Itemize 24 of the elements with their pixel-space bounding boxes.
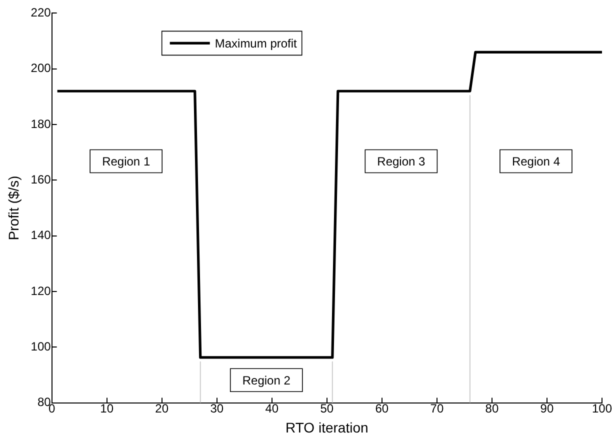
x-tick-label: 70 <box>430 401 444 416</box>
x-axis-title: RTO iteration <box>286 419 368 436</box>
x-tick-label: 50 <box>320 401 334 416</box>
y-tick-label: 120 <box>30 284 52 298</box>
y-tick-label: 220 <box>30 6 52 20</box>
x-tick-label: 80 <box>485 401 499 416</box>
annotation: Region 1 <box>102 154 150 169</box>
y-tick-label: 140 <box>30 228 52 242</box>
y-tick-label: 160 <box>30 172 52 186</box>
x-tick-label: 20 <box>155 401 169 416</box>
x-tick-label: 90 <box>540 401 554 416</box>
annotation: Region 3 <box>377 154 426 169</box>
y-tick-label: 100 <box>30 339 52 354</box>
y-axis-title: Profit ($/s) <box>5 176 22 240</box>
annotation: Region 4 <box>512 154 560 169</box>
x-tick-label: 60 <box>375 401 389 416</box>
x-tick-label: 40 <box>265 401 279 416</box>
x-tick-label: 30 <box>210 401 224 416</box>
annotation: Region 2 <box>242 373 291 388</box>
legend-label: Maximum profit <box>214 36 298 51</box>
x-tick-label: 100 <box>592 401 612 416</box>
y-tick-label: 180 <box>30 116 52 131</box>
x-tick-label: 10 <box>100 401 114 416</box>
y-tick-label: 200 <box>30 61 52 76</box>
